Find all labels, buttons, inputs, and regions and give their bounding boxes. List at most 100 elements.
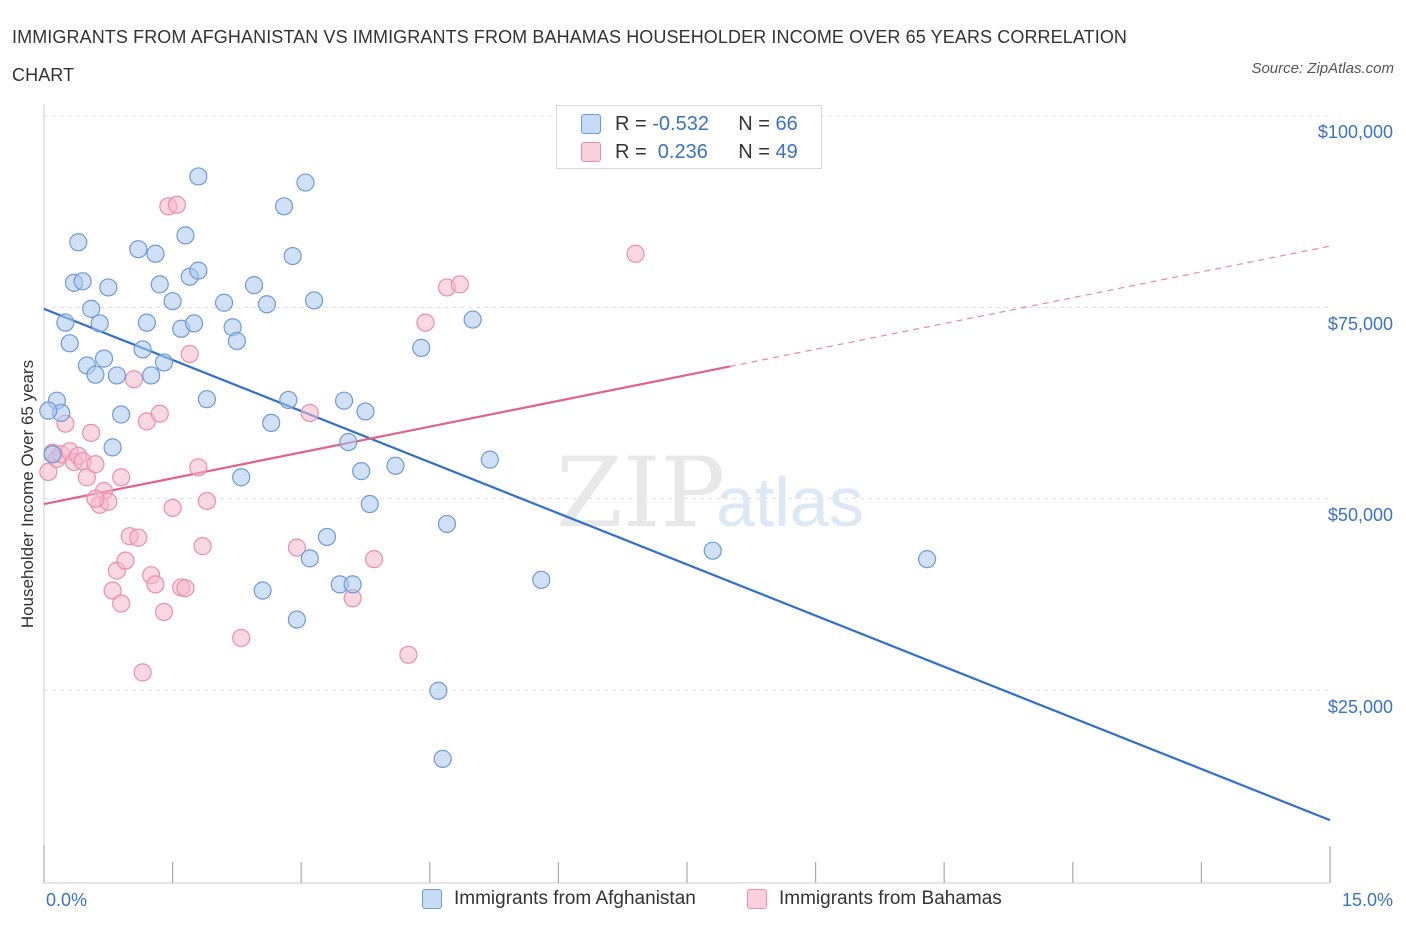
data-point-afghanistan	[257, 295, 277, 314]
data-point-afghanistan	[232, 468, 251, 487]
data-point-afghanistan	[227, 331, 246, 351]
data-point-bahamas	[300, 403, 319, 423]
data-point-bahamas	[146, 575, 165, 594]
data-point-afghanistan	[60, 334, 79, 353]
data-point-bahamas	[176, 579, 195, 598]
pink-swatch	[747, 889, 767, 909]
correlation-legend: R = -0.532 N = 66 R = 0.236 N = 49	[556, 105, 822, 169]
data-point-afghanistan	[283, 246, 302, 266]
legend-row-bahamas: R = 0.236 N = 49	[581, 138, 798, 166]
data-point-afghanistan	[43, 445, 62, 464]
data-point-bahamas	[112, 468, 131, 487]
x-tick-label-min: 0.0%	[46, 890, 88, 910]
data-point-afghanistan	[142, 366, 161, 385]
data-point-afghanistan	[339, 432, 358, 452]
data-point-afghanistan	[103, 438, 122, 457]
y-tick-label-50000: $50,000	[1327, 505, 1393, 525]
data-point-bahamas	[399, 645, 418, 664]
series-legend: Immigrants from Afghanistan Immigrants f…	[0, 888, 1406, 916]
data-point-afghanistan	[94, 349, 114, 368]
data-point-afghanistan	[703, 541, 722, 560]
data-point-afghanistan	[137, 313, 156, 332]
y-tick-label-75000: $75,000	[1327, 314, 1393, 334]
blue-swatch	[581, 114, 601, 134]
data-point-afghanistan	[317, 527, 337, 547]
data-point-bahamas	[133, 663, 152, 682]
data-point-bahamas	[180, 344, 199, 364]
legend-item-bahamas[interactable]: Immigrants from Bahamas	[747, 888, 1002, 910]
data-point-afghanistan	[39, 401, 58, 420]
data-point-bahamas	[154, 602, 174, 622]
data-point-afghanistan	[356, 402, 375, 421]
data-point-afghanistan	[917, 550, 937, 569]
data-point-bahamas	[193, 537, 212, 556]
data-point-bahamas	[450, 275, 469, 294]
data-point-afghanistan	[146, 244, 165, 263]
data-point-afghanistan	[253, 581, 272, 600]
source-label: Source: ZipAtlas.com	[1251, 60, 1394, 77]
legend-label: Immigrants from Bahamas	[779, 888, 1002, 909]
data-point-afghanistan	[304, 291, 324, 310]
n-label: N =	[738, 112, 770, 135]
r-value: -0.532	[652, 112, 709, 135]
data-point-bahamas	[232, 628, 251, 648]
data-point-afghanistan	[133, 340, 152, 359]
data-point-afghanistan	[189, 167, 208, 186]
data-point-afghanistan	[296, 173, 315, 192]
data-point-bahamas	[626, 244, 645, 263]
trend-line-afghanistan	[43, 307, 1331, 822]
data-point-bahamas	[86, 489, 105, 508]
data-point-afghanistan	[343, 575, 362, 594]
data-point-afghanistan	[463, 310, 482, 329]
r-label: R =	[615, 112, 647, 135]
data-point-bahamas	[189, 458, 208, 477]
data-point-afghanistan	[99, 278, 118, 297]
data-point-afghanistan	[56, 313, 75, 332]
data-point-bahamas	[82, 423, 101, 442]
data-point-afghanistan	[532, 570, 551, 589]
data-point-afghanistan	[279, 390, 298, 410]
chart-title: IMMIGRANTS FROM AFGHANISTAN VS IMMIGRANT…	[12, 27, 1128, 85]
data-point-afghanistan	[184, 314, 204, 333]
data-point-afghanistan	[163, 292, 182, 311]
data-point-afghanistan	[73, 272, 92, 291]
data-point-afghanistan	[300, 549, 319, 568]
r-value: 0.236	[652, 140, 708, 163]
data-point-afghanistan	[480, 450, 499, 469]
data-point-afghanistan	[82, 299, 101, 318]
trend-line-bahamas	[43, 365, 731, 506]
legend-row-afghanistan: R = -0.532 N = 66	[581, 110, 798, 138]
data-point-afghanistan	[107, 366, 126, 385]
pink-swatch	[581, 142, 601, 162]
data-point-bahamas	[150, 404, 169, 423]
trend-line-bahamas-extrapolated	[729, 245, 1331, 368]
watermark-zip: ZIP	[556, 437, 725, 549]
data-point-afghanistan	[197, 390, 216, 409]
data-point-bahamas	[116, 551, 135, 570]
data-point-bahamas	[167, 195, 186, 214]
blue-swatch	[422, 889, 442, 909]
data-point-bahamas	[364, 550, 384, 569]
data-point-bahamas	[197, 491, 216, 511]
legend-item-afghanistan[interactable]: Immigrants from Afghanistan	[422, 888, 696, 910]
y-axis-title: Householder Income Over 65 years	[18, 359, 37, 629]
data-point-bahamas	[112, 594, 131, 613]
data-point-afghanistan	[176, 226, 195, 245]
r-label: R =	[615, 140, 647, 163]
data-point-bahamas	[77, 468, 96, 487]
data-point-afghanistan	[287, 610, 307, 629]
legend-label: Immigrants from Afghanistan	[454, 888, 696, 909]
data-point-afghanistan	[69, 233, 88, 252]
data-point-afghanistan	[244, 276, 264, 295]
data-point-afghanistan	[90, 314, 109, 333]
y-tick-label-100000: $100,000	[1317, 122, 1393, 142]
data-point-afghanistan	[154, 353, 174, 372]
data-point-afghanistan	[150, 275, 169, 294]
data-point-bahamas	[39, 462, 58, 481]
y-tick-label-25000: $25,000	[1327, 697, 1393, 717]
data-point-afghanistan	[129, 240, 148, 259]
data-point-afghanistan	[334, 391, 354, 410]
data-point-afghanistan	[189, 261, 208, 280]
data-point-afghanistan	[112, 405, 131, 424]
